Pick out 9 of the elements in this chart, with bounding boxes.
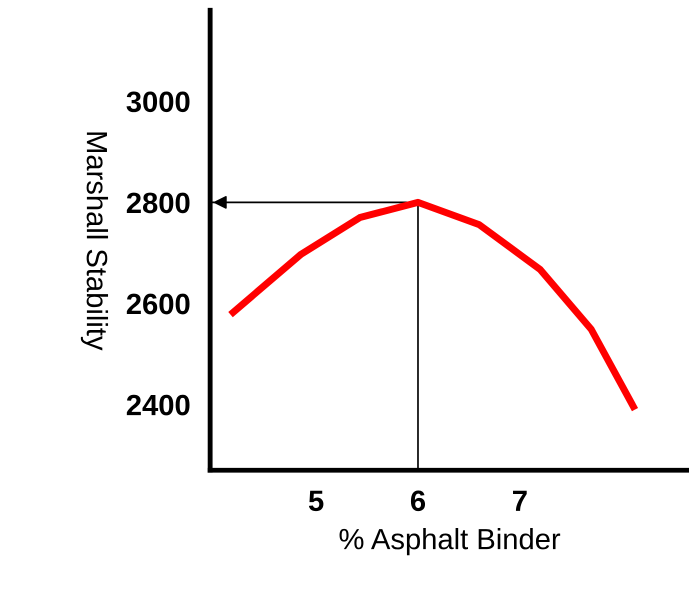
- y-tick-label: 2400: [126, 394, 190, 416]
- x-tick-label: 5: [308, 490, 324, 512]
- y-axis-title: Marshall Stability: [80, 132, 108, 350]
- y-tick-label: 2800: [126, 192, 190, 214]
- y-tick-label: 2600: [126, 294, 190, 314]
- y-tick-label: 3000: [126, 91, 190, 112]
- x-axis-title: % Asphalt Binder: [340, 528, 560, 556]
- x-tick-label: 6: [410, 490, 426, 512]
- x-tick-label: 7: [513, 490, 527, 511]
